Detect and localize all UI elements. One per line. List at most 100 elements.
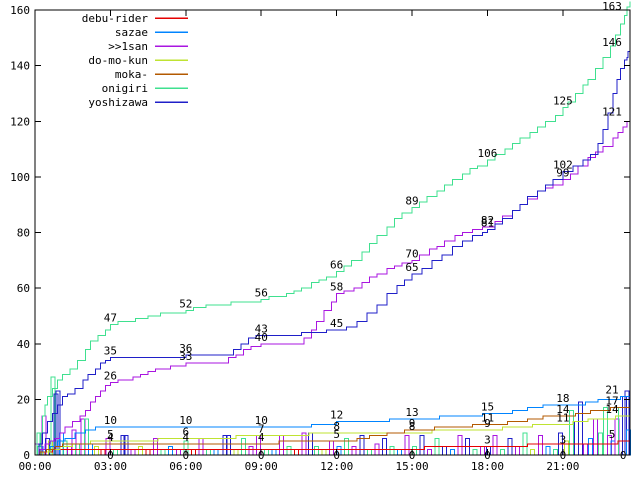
x-tick-label: 09:00 bbox=[245, 460, 278, 473]
impulse-bar bbox=[552, 448, 558, 456]
impulse-bar bbox=[67, 446, 73, 456]
x-tick-label: 06:00 bbox=[169, 460, 202, 473]
checkpoint-label: 121 bbox=[602, 105, 622, 118]
impulse-bar bbox=[522, 432, 528, 456]
series-line-yoshizawa bbox=[35, 48, 631, 456]
y-tick-label: 80 bbox=[17, 227, 30, 240]
legend-label-sazae: sazae bbox=[115, 26, 148, 39]
impulse-bar bbox=[396, 448, 402, 456]
checkpoint-label: 18 bbox=[556, 392, 569, 405]
impulse-bar bbox=[314, 446, 320, 456]
impulse-bar bbox=[278, 435, 284, 456]
y-tick-label: 160 bbox=[10, 4, 30, 17]
legend-label-moka: moka- bbox=[115, 68, 148, 81]
zero-label: 0 bbox=[183, 449, 190, 462]
impulse-bar bbox=[545, 446, 551, 456]
checkpoint-label: 14 bbox=[556, 403, 570, 416]
impulse-bar bbox=[145, 448, 151, 456]
impulse-bar bbox=[537, 435, 543, 456]
checkpoint-label: 5 bbox=[609, 428, 616, 441]
checkpoint-label: 21 bbox=[605, 384, 618, 397]
y-tick-label: 140 bbox=[10, 60, 30, 73]
zero-label: 0 bbox=[484, 449, 491, 462]
zero-label: 0 bbox=[107, 449, 114, 462]
impulse-bar bbox=[286, 446, 292, 456]
legend-label-domokun: do-mo-kun bbox=[88, 54, 148, 67]
checkpoint-label: 33 bbox=[179, 350, 192, 363]
impulse-bar bbox=[175, 448, 181, 456]
impulse-bar bbox=[449, 448, 455, 456]
zero-label: 0 bbox=[333, 449, 340, 462]
checkpoint-label: 47 bbox=[104, 311, 117, 324]
checkpoint-label: 14 bbox=[605, 403, 619, 416]
impulse-bar bbox=[190, 448, 196, 456]
y-tick-label: 100 bbox=[10, 171, 30, 184]
checkpoint-label: 6 bbox=[183, 425, 190, 438]
checkpoint-label: 43 bbox=[255, 322, 268, 335]
impulse-bar bbox=[351, 446, 357, 456]
impulse-bar bbox=[263, 448, 269, 456]
impulse-bar bbox=[205, 448, 211, 456]
impulse-bar bbox=[366, 448, 372, 456]
impulse-bar bbox=[381, 437, 387, 456]
impulse-bar bbox=[301, 432, 307, 456]
checkpoint-label: 99 bbox=[556, 167, 569, 180]
series-line-onigiri bbox=[35, 1, 631, 456]
impulse-bar bbox=[307, 432, 313, 456]
checkpoint-label: 125 bbox=[553, 94, 573, 107]
impulse-bar bbox=[248, 446, 254, 456]
checkpoint-label: 11 bbox=[556, 411, 569, 424]
checkpoint-label: 8 bbox=[333, 420, 340, 433]
impulse-bar bbox=[492, 435, 498, 456]
checkpoint-label: 82 bbox=[481, 214, 494, 227]
checkpoint-label: 13 bbox=[405, 406, 418, 419]
y-tick-label: 0 bbox=[23, 449, 30, 462]
x-tick-label: 03:00 bbox=[94, 460, 127, 473]
checkpoint-label: 10 bbox=[255, 414, 268, 427]
legend-label-yoshizawa: yoshizawa bbox=[88, 96, 148, 109]
checkpoint-label: 8 bbox=[409, 420, 416, 433]
zero-label: 0 bbox=[560, 449, 567, 462]
checkpoint-label: 40 bbox=[255, 331, 268, 344]
impulse-bar bbox=[427, 448, 433, 456]
checkpoint-label: 3 bbox=[560, 434, 567, 447]
impulse-bar bbox=[241, 437, 247, 456]
impulse-bar bbox=[419, 435, 425, 456]
impulse-bar bbox=[593, 418, 599, 456]
checkpoint-label: 58 bbox=[330, 281, 343, 294]
series-line-sazae bbox=[35, 396, 630, 456]
x-tick-label: 18:00 bbox=[471, 460, 504, 473]
impulse-bar bbox=[500, 448, 506, 456]
checkpoint-label: 70 bbox=[405, 247, 418, 260]
impulse-bar bbox=[100, 448, 106, 456]
checkpoint-label: 102 bbox=[553, 158, 573, 171]
legend-label-onigiri: onigiri bbox=[102, 82, 148, 95]
x-tick-label: 12:00 bbox=[320, 460, 353, 473]
series-line-1san bbox=[35, 118, 631, 456]
checkpoint-label: 81 bbox=[481, 217, 494, 230]
impulse-bar bbox=[271, 448, 277, 456]
y-tick-label: 60 bbox=[17, 282, 30, 295]
impulse-bar bbox=[472, 448, 478, 456]
impulse-bar bbox=[233, 448, 239, 456]
impulse-bar bbox=[160, 448, 166, 456]
checkpoint-label: 146 bbox=[602, 36, 622, 49]
legend-label-deburider: debu-rider bbox=[82, 12, 149, 25]
y-tick-label: 40 bbox=[17, 338, 30, 351]
checkpoint-label: 36 bbox=[179, 342, 192, 355]
impulse-bar bbox=[515, 446, 521, 456]
impulse-bar bbox=[138, 446, 144, 456]
zero-label: 0 bbox=[409, 449, 416, 462]
legend-label-1san: >>1san bbox=[108, 40, 148, 53]
checkpoint-label: 106 bbox=[478, 147, 498, 160]
checkpoint-label: 12 bbox=[330, 409, 343, 422]
checkpoint-label: 7 bbox=[258, 423, 265, 436]
checkpoint-label: 35 bbox=[104, 345, 117, 358]
checkpoint-label: 9 bbox=[484, 417, 491, 430]
impulse-bar bbox=[112, 448, 118, 456]
impulse-bar bbox=[198, 437, 204, 456]
checkpoint-label: 56 bbox=[255, 286, 268, 299]
checkpoint-label: 17 bbox=[605, 395, 618, 408]
